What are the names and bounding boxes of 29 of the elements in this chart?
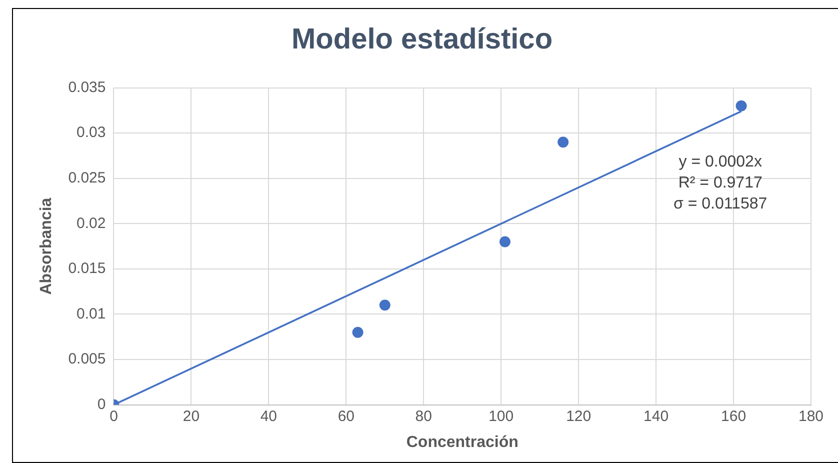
y-tick-label: 0.015 bbox=[68, 260, 106, 278]
point bbox=[499, 236, 510, 248]
x-tick-label: 40 bbox=[260, 408, 278, 425]
y-tick-label: 0.035 bbox=[68, 78, 106, 96]
y-axis-title: Absorbancia bbox=[38, 198, 56, 295]
point bbox=[379, 300, 390, 311]
x-tick-label: 140 bbox=[644, 408, 669, 425]
x-tick-label: 0 bbox=[110, 408, 118, 425]
chart-title: Modelo estadístico bbox=[291, 23, 553, 56]
point bbox=[736, 100, 747, 112]
x-axis-title: Concentración bbox=[406, 434, 518, 451]
x-tick-label: 120 bbox=[566, 408, 592, 425]
x-tick-label: 180 bbox=[798, 408, 824, 425]
annotation: R² = 0.9717 bbox=[678, 174, 762, 192]
x-tick-label: 80 bbox=[415, 408, 432, 425]
annotation: σ = 0.011587 bbox=[674, 196, 768, 213]
x-tick-label: 60 bbox=[338, 408, 354, 425]
y-tick-label: 0.03 bbox=[76, 124, 106, 142]
x-tick-label: 160 bbox=[721, 408, 746, 425]
y-tick-label: 0.025 bbox=[68, 170, 106, 187]
y-tick-label: 0.02 bbox=[76, 214, 106, 232]
point bbox=[352, 326, 364, 338]
x-tick-label: 100 bbox=[488, 408, 514, 425]
y-tick-label: 0.01 bbox=[76, 305, 106, 322]
y-tick-label: 0.005 bbox=[68, 350, 106, 368]
x-tick-label: 20 bbox=[182, 408, 200, 425]
point bbox=[558, 136, 569, 148]
annotation: y = 0.0002x bbox=[678, 154, 762, 171]
y-tick-label: 0 bbox=[97, 396, 106, 413]
